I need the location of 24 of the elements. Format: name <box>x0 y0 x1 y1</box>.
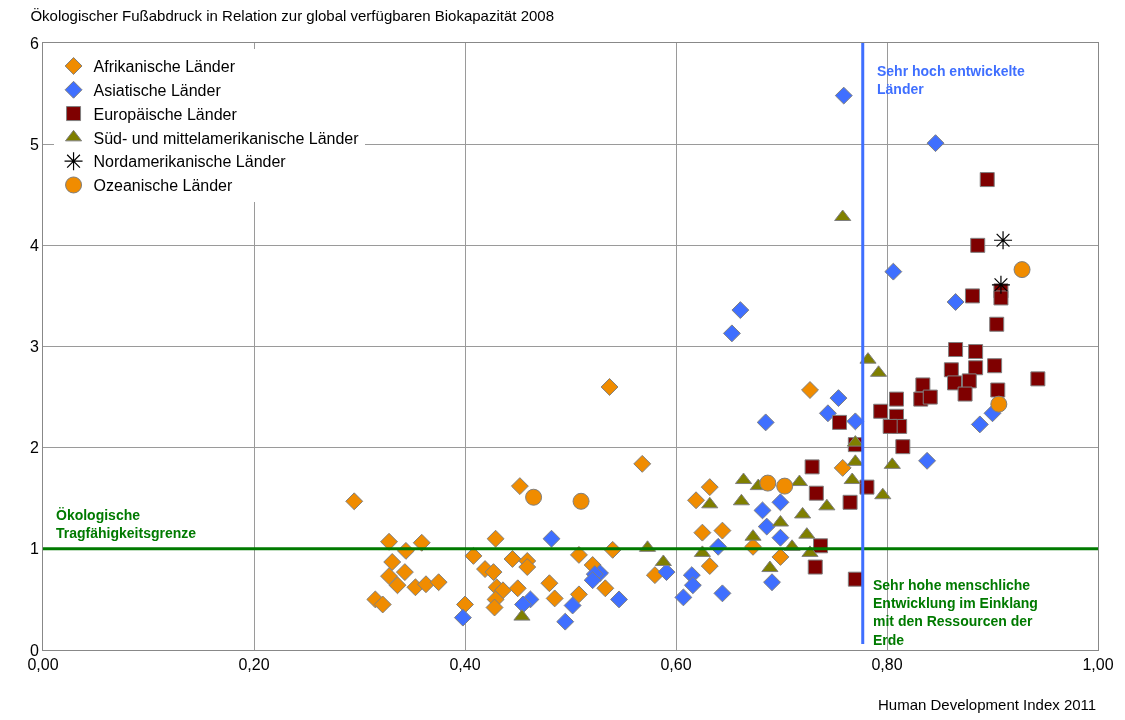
x-tick-label: 0,60 <box>660 656 692 674</box>
x-tick-label: 0,80 <box>871 656 903 674</box>
annotation: Sehr hohe menschliche Entwicklung im Einklang mit den Ressourcen der Erde <box>873 577 1038 648</box>
y-tick-label: 0 <box>29 641 39 659</box>
y-tick-label: 6 <box>29 34 39 52</box>
x-axis-title: Human Development Index 2011 <box>878 696 1097 713</box>
y-tick-label: 3 <box>29 338 39 356</box>
x-tick-label: 0,20 <box>238 656 270 674</box>
legend-label: Afrikanische Länder <box>93 58 236 76</box>
legend-label: Ozeanische Länder <box>93 177 233 195</box>
legend-label: Europäische Länder <box>93 105 238 123</box>
y-tick-label: 1 <box>29 540 39 558</box>
y-tick-label: 2 <box>29 439 39 457</box>
ref-line-label: Ökologische Tragfähigkeitsgrenze <box>56 507 197 542</box>
legend-label: Süd- und mittelamerikanische Länder <box>93 129 360 147</box>
y-tick-label: 5 <box>29 135 39 153</box>
y-tick-label: 4 <box>29 236 39 254</box>
legend-label: Asiatische Länder <box>93 82 222 100</box>
x-tick-label: 0,40 <box>449 656 481 674</box>
x-tick-label: 0,00 <box>27 656 59 674</box>
chart-title: Ökologischer Fußabdruck in Relation zur global verfügbaren Biokapazität 2008 <box>30 7 555 25</box>
legend-label: Nordamerikanische Länder <box>93 153 287 171</box>
ref-line-label: Sehr hoch entwickelte Länder <box>877 63 1026 98</box>
x-tick-label: 1,00 <box>1082 656 1114 674</box>
